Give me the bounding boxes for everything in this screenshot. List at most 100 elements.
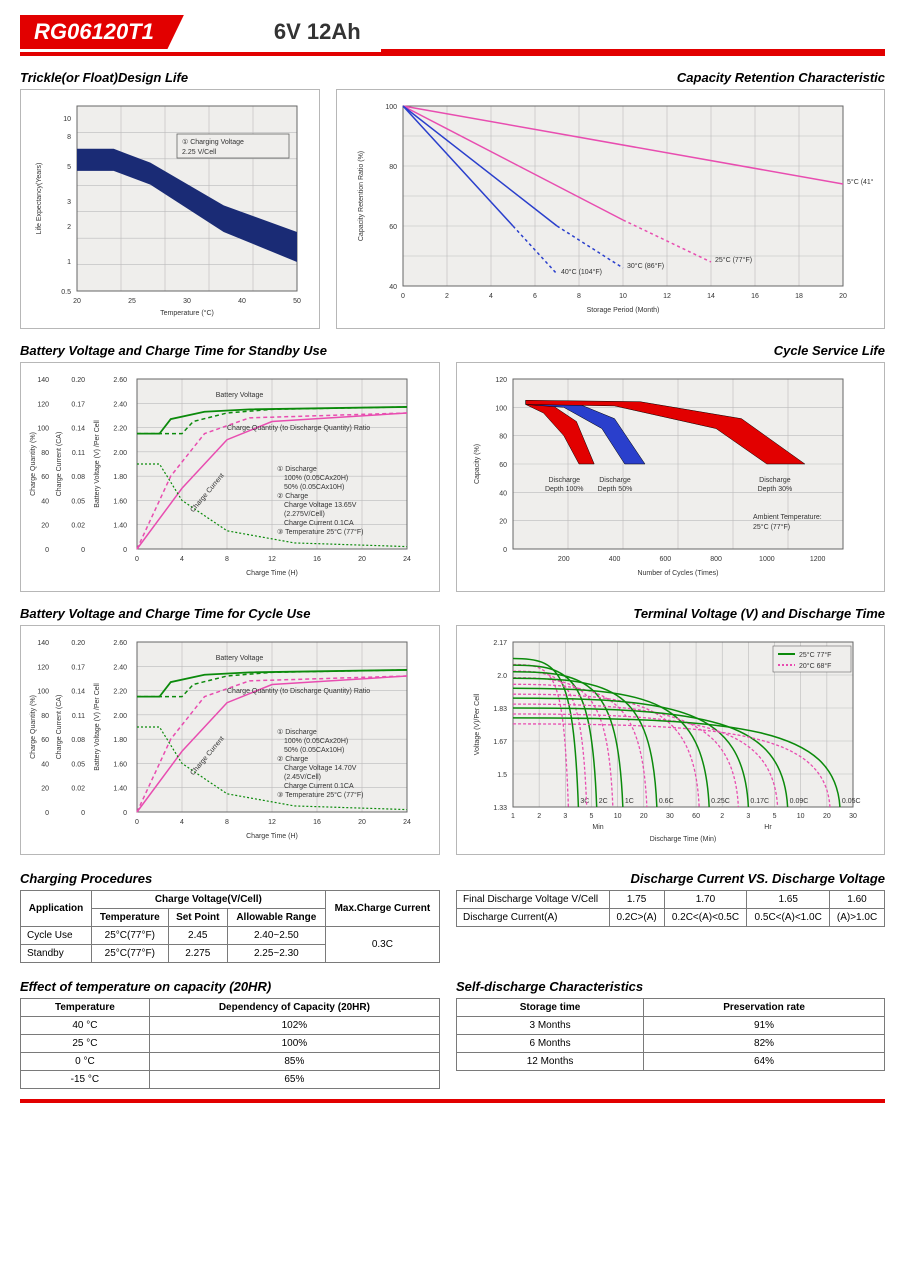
svg-text:120: 120: [37, 664, 49, 671]
svg-text:1.33: 1.33: [493, 805, 507, 812]
svg-text:Life Expectancy(Years): Life Expectancy(Years): [36, 163, 43, 235]
svg-text:Number of Cycles (Times): Number of Cycles (Times): [637, 570, 718, 577]
svg-text:16: 16: [313, 556, 321, 563]
svg-text:2C: 2C: [599, 798, 608, 805]
svg-text:0.08: 0.08: [71, 737, 85, 744]
svg-text:Depth 100%: Depth 100%: [545, 486, 584, 493]
svg-text:50% (0.05CAx10H): 50% (0.05CAx10H): [277, 747, 344, 754]
svg-text:4: 4: [489, 293, 493, 300]
svg-text:800: 800: [710, 556, 722, 563]
svg-text:60: 60: [499, 462, 507, 469]
svg-text:40: 40: [41, 761, 49, 768]
svg-text:1.80: 1.80: [113, 474, 127, 481]
svg-text:2.0: 2.0: [497, 673, 507, 680]
svg-text:① Charging Voltage: ① Charging Voltage: [182, 138, 244, 146]
svg-text:100: 100: [37, 426, 49, 433]
svg-text:1: 1: [67, 259, 71, 266]
svg-text:0.17: 0.17: [71, 664, 85, 671]
svg-text:(2.275V/Cell): (2.275V/Cell): [277, 511, 325, 518]
svg-text:Ambient Temperature:: Ambient Temperature:: [753, 514, 822, 521]
svg-text:Depth 50%: Depth 50%: [598, 486, 633, 493]
svg-text:5: 5: [773, 813, 777, 820]
svg-text:2.40: 2.40: [113, 664, 127, 671]
svg-text:2: 2: [445, 293, 449, 300]
svg-text:Charge Quantity (%): Charge Quantity (%): [30, 432, 37, 496]
svg-text:25°C (77°F): 25°C (77°F): [753, 523, 790, 531]
svg-text:② Charge: ② Charge: [277, 755, 308, 763]
svg-text:10: 10: [63, 116, 71, 123]
svg-text:0: 0: [123, 547, 127, 554]
svg-text:① Discharge: ① Discharge: [277, 728, 317, 736]
svg-text:8: 8: [67, 134, 71, 141]
svg-text:Charge Time (H): Charge Time (H): [246, 570, 298, 577]
svg-text:14: 14: [707, 293, 715, 300]
svg-text:Discharge Time (Min): Discharge Time (Min): [650, 836, 717, 843]
svg-text:Charge Current (CA): Charge Current (CA): [56, 432, 63, 497]
cycle-title: Battery Voltage and Charge Time for Cycl…: [20, 606, 440, 621]
svg-text:20: 20: [41, 523, 49, 530]
svg-text:400: 400: [609, 556, 621, 563]
trickle-title: Trickle(or Float)Design Life: [20, 70, 320, 85]
model-badge: RG06120T1: [20, 15, 184, 49]
svg-text:50: 50: [293, 298, 301, 305]
svg-text:Voltage (V)/Per Cell: Voltage (V)/Per Cell: [474, 693, 481, 755]
discharge-title: Discharge Current VS. Discharge Voltage: [456, 871, 885, 886]
svg-text:8: 8: [577, 293, 581, 300]
discharge-table: Final Discharge Voltage V/Cell1.751.701.…: [456, 890, 885, 927]
terminal-title: Terminal Voltage (V) and Discharge Time: [456, 606, 885, 621]
svg-text:1.60: 1.60: [113, 498, 127, 505]
svg-text:2.20: 2.20: [113, 426, 127, 433]
svg-text:0: 0: [135, 556, 139, 563]
svg-text:30: 30: [849, 813, 857, 820]
svg-text:100% (0.05CAx20H): 100% (0.05CAx20H): [277, 738, 348, 745]
svg-text:40: 40: [41, 498, 49, 505]
svg-text:20: 20: [499, 519, 507, 526]
svg-text:③ Temperature 25°C (77°F): ③ Temperature 25°C (77°F): [277, 791, 363, 799]
svg-text:8: 8: [225, 819, 229, 826]
svg-text:Discharge: Discharge: [548, 477, 580, 484]
svg-text:0.20: 0.20: [71, 640, 85, 647]
svg-text:Discharge: Discharge: [599, 477, 631, 484]
svg-text:100: 100: [37, 689, 49, 696]
svg-text:20°C 68°F: 20°C 68°F: [799, 662, 831, 670]
svg-text:2.00: 2.00: [113, 713, 127, 720]
svg-text:2.60: 2.60: [113, 377, 127, 384]
svg-text:0.05C: 0.05C: [842, 798, 861, 805]
svg-text:0: 0: [45, 547, 49, 554]
svg-text:25: 25: [128, 298, 136, 305]
svg-text:24: 24: [403, 556, 411, 563]
svg-text:50% (0.05CAx10H): 50% (0.05CAx10H): [277, 484, 344, 491]
svg-text:3: 3: [67, 199, 71, 206]
svg-text:3C: 3C: [580, 798, 589, 805]
svg-text:40: 40: [499, 490, 507, 497]
svg-text:4: 4: [180, 819, 184, 826]
cyclelife-chart: 02040608010012020040060080010001200Numbe…: [456, 362, 885, 592]
svg-text:Charge Voltage 13.65V: Charge Voltage 13.65V: [277, 502, 357, 509]
cycle-chart: 02040608010012014000.020.050.080.110.140…: [20, 625, 440, 855]
tempcap-table: TemperatureDependency of Capacity (20HR)…: [20, 998, 440, 1089]
selfdis-table: Storage timePreservation rate3 Months91%…: [456, 998, 885, 1071]
svg-text:1.40: 1.40: [113, 523, 127, 530]
svg-text:① Discharge: ① Discharge: [277, 465, 317, 473]
svg-text:10: 10: [797, 813, 805, 820]
svg-text:0.25C: 0.25C: [711, 798, 730, 805]
svg-text:0.6C: 0.6C: [659, 798, 674, 805]
svg-text:0.05: 0.05: [71, 498, 85, 505]
svg-text:30°C (86°F): 30°C (86°F): [627, 262, 664, 270]
svg-text:5: 5: [67, 164, 71, 171]
selfdis-title: Self-discharge Characteristics: [456, 979, 885, 994]
svg-text:0.11: 0.11: [72, 450, 85, 457]
svg-text:3: 3: [746, 813, 750, 820]
svg-text:Charge Voltage 14.70V: Charge Voltage 14.70V: [277, 765, 357, 772]
footer-line: [20, 1099, 885, 1103]
svg-text:20: 20: [73, 298, 81, 305]
svg-text:80: 80: [499, 434, 507, 441]
svg-text:4: 4: [180, 556, 184, 563]
svg-text:2.40: 2.40: [113, 401, 127, 408]
svg-text:60: 60: [692, 813, 700, 820]
svg-text:100: 100: [495, 405, 507, 412]
svg-text:8: 8: [225, 556, 229, 563]
svg-text:80: 80: [41, 713, 49, 720]
svg-text:Capacity Retention Ratio (%): Capacity Retention Ratio (%): [358, 151, 365, 241]
svg-text:Capacity (%): Capacity (%): [474, 444, 481, 484]
